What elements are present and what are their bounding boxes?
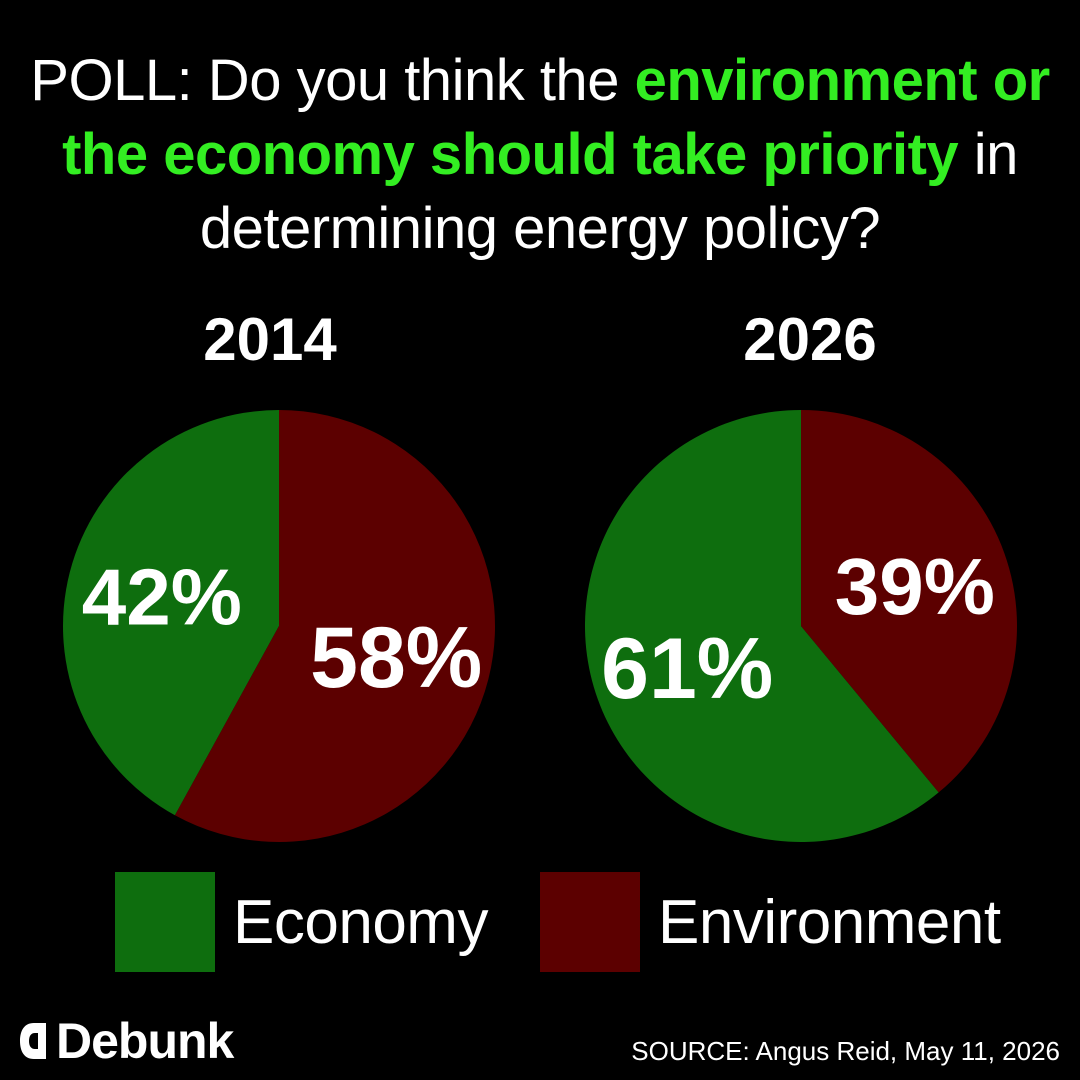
legend-label-environment: Environment xyxy=(658,887,1001,957)
debunk-logo: Debunk xyxy=(18,1012,234,1070)
poll-title: POLL: Do you think the environment or th… xyxy=(0,44,1080,266)
legend-swatch-environment xyxy=(540,872,640,972)
title-part2: in determining energy policy? xyxy=(199,122,1019,261)
title-part1: POLL: Do you think the xyxy=(30,48,635,113)
pie-chart-2026: 61% 39% xyxy=(584,410,1017,842)
logo-text: Debunk xyxy=(56,1013,234,1069)
pie-2014-title: 2014 xyxy=(203,306,337,373)
reverse-d-icon xyxy=(20,1023,46,1059)
pie-2014-label-environment: 58% xyxy=(310,610,482,706)
pie-2026-slice-economy xyxy=(584,410,939,842)
legend-item-economy: Economy xyxy=(115,872,488,972)
pie-2026-label-economy: 61% xyxy=(601,621,773,717)
legend-swatch-economy xyxy=(115,872,215,972)
pie-2014-slice-economy xyxy=(63,410,280,816)
pie-2014-slice-environment xyxy=(174,410,496,842)
pie-2026-title: 2026 xyxy=(743,306,877,373)
title-highlight: environment or the economy should take p… xyxy=(62,48,1050,187)
legend-label-economy: Economy xyxy=(233,887,488,957)
legend-item-environment: Environment xyxy=(540,872,1001,972)
pie-2014-label-economy: 42% xyxy=(82,553,242,642)
source-note: SOURCE: Angus Reid, May 11, 2026 xyxy=(631,1036,1060,1066)
pie-2026-slice-environment xyxy=(801,410,1017,793)
pie-2026-label-environment: 39% xyxy=(835,542,995,631)
pie-chart-2014: 42% 58% xyxy=(63,410,496,842)
